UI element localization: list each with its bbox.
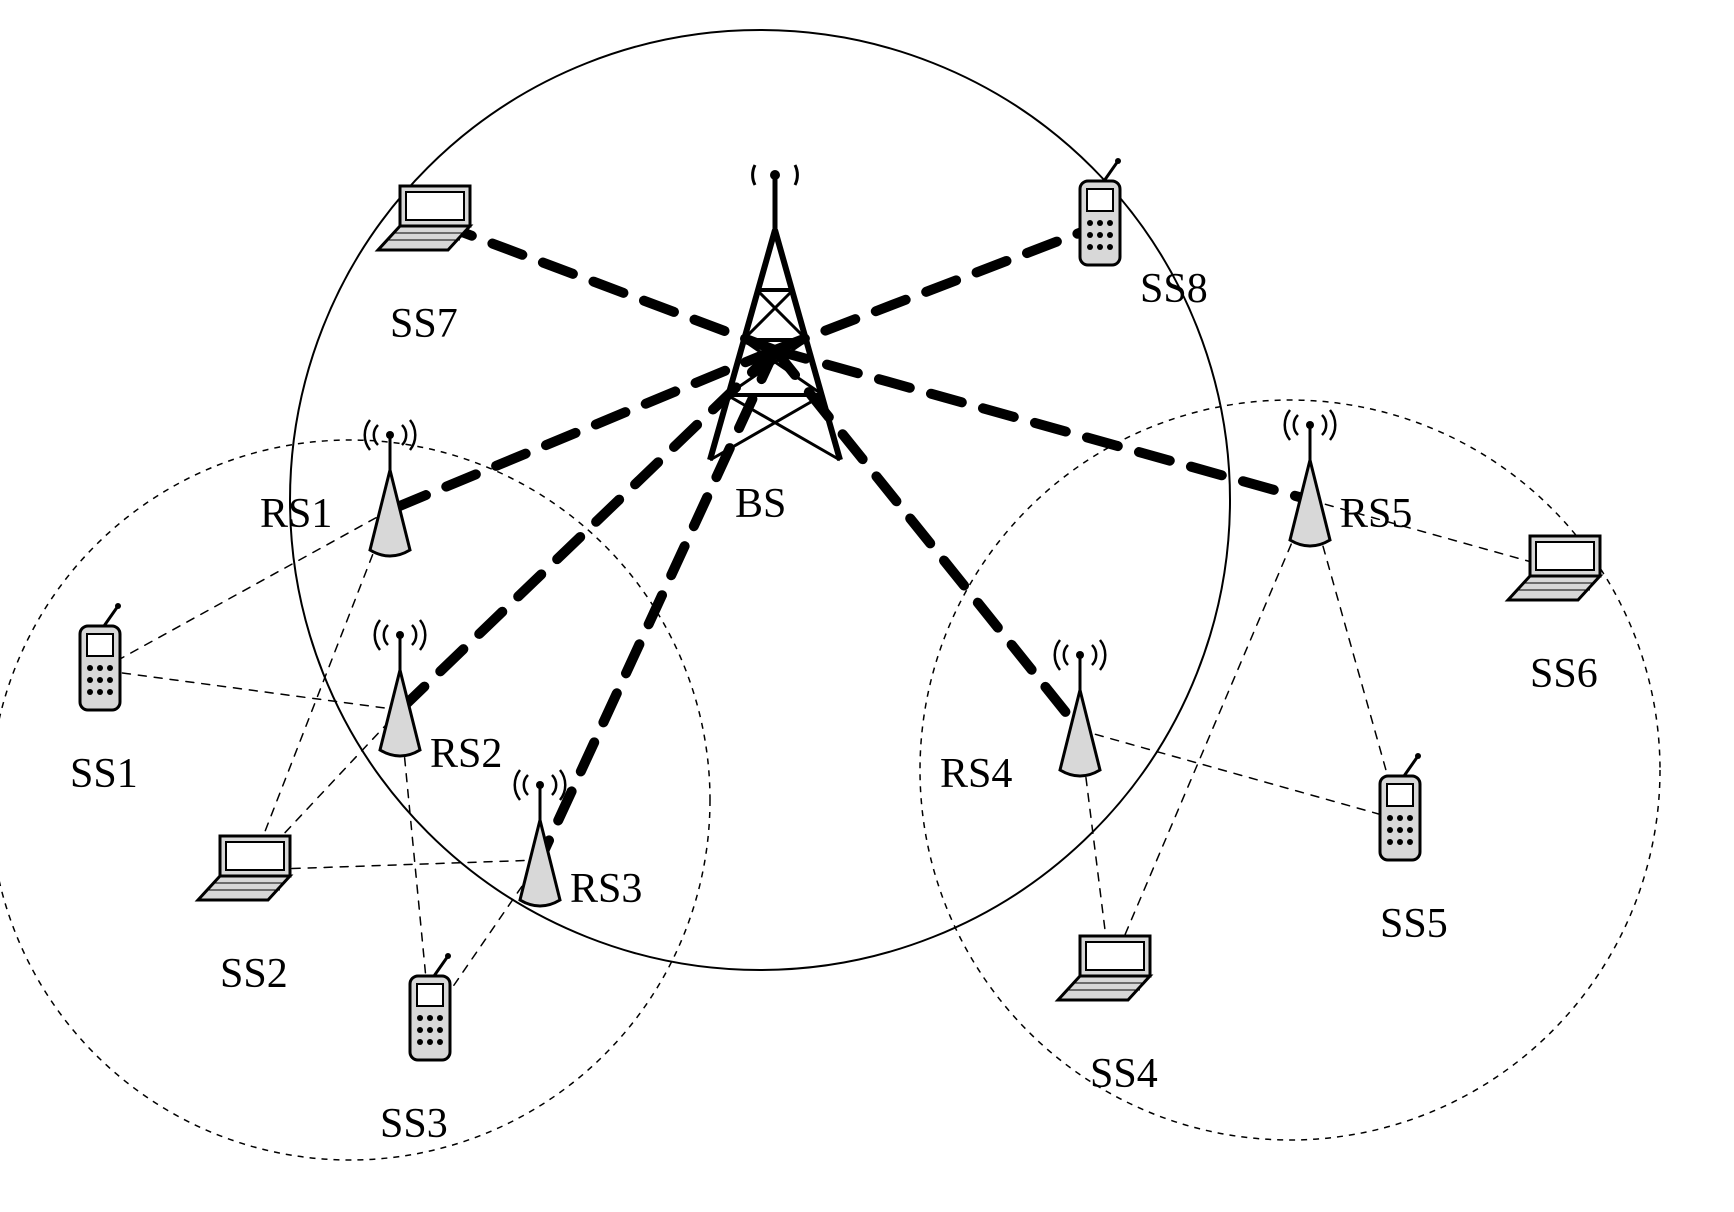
edge-RS1-SS1 <box>100 510 390 670</box>
label-RS3: RS3 <box>570 865 642 913</box>
edge-RS2-SS1 <box>100 670 400 710</box>
bs-links <box>390 220 1310 860</box>
network-diagram <box>0 0 1734 1212</box>
label-SS4: SS4 <box>1090 1050 1158 1098</box>
rs-ss-links <box>100 500 1560 1020</box>
nodes <box>80 158 1600 1060</box>
label-SS2: SS2 <box>220 950 288 998</box>
label-SS5: SS5 <box>1380 900 1448 948</box>
relay-icon-RS3 <box>515 770 566 906</box>
label-SS8: SS8 <box>1140 265 1208 313</box>
edge-BS-RS4 <box>775 350 1080 730</box>
laptop-icon-SS4 <box>1058 936 1150 1000</box>
edge-BS-SS7 <box>430 220 775 350</box>
label-RS1: RS1 <box>260 490 332 538</box>
label-SS6: SS6 <box>1530 650 1598 698</box>
edge-RS3-SS2 <box>250 860 540 870</box>
edge-RS5-SS4 <box>1110 500 1310 970</box>
label-RS4: RS4 <box>940 750 1012 798</box>
edge-BS-RS2 <box>400 350 775 710</box>
laptop-icon-SS2 <box>198 836 290 900</box>
edge-RS5-SS5 <box>1310 500 1400 820</box>
edge-RS4-SS5 <box>1080 730 1400 820</box>
phone-icon-SS8 <box>1080 158 1121 265</box>
edge-RS1-SS2 <box>250 510 390 870</box>
phone-icon-SS1 <box>80 603 121 710</box>
label-SS7: SS7 <box>390 300 458 348</box>
tower-icon-BS <box>710 165 840 460</box>
label-SS1: SS1 <box>70 750 138 798</box>
label-SS3: SS3 <box>380 1100 448 1148</box>
label-RS5: RS5 <box>1340 490 1412 538</box>
range-circle-right-cluster <box>920 400 1660 1140</box>
laptop-icon-SS7 <box>378 186 470 250</box>
label-BS: BS <box>735 480 786 528</box>
edge-BS-SS8 <box>775 225 1100 350</box>
edge-BS-RS3 <box>540 350 775 860</box>
phone-icon-SS3 <box>410 953 451 1060</box>
label-RS2: RS2 <box>430 730 502 778</box>
laptop-icon-SS6 <box>1508 536 1600 600</box>
relay-icon-RS5 <box>1285 410 1336 546</box>
range-circle-left-cluster <box>0 440 710 1160</box>
